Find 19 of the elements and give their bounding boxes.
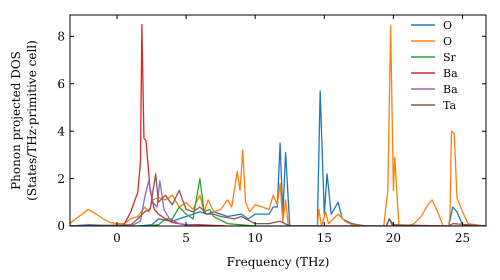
y-tick-label: 4 bbox=[57, 124, 66, 138]
x-tick-label: 15 bbox=[316, 231, 332, 245]
y-tick-label: 0 bbox=[57, 219, 65, 234]
legend-label: Ba bbox=[443, 82, 458, 96]
x-tick-label: 25 bbox=[454, 231, 470, 245]
x-tick-label: 5 bbox=[182, 231, 190, 245]
x-tick-label: 20 bbox=[386, 231, 402, 245]
y-tick-label: 8 bbox=[57, 30, 65, 44]
x-tick-label: 10 bbox=[248, 231, 263, 245]
x-tick-label: 0 bbox=[113, 231, 121, 245]
y-tick-label: 2 bbox=[57, 172, 65, 186]
y-tick-label: 6 bbox=[57, 76, 65, 91]
x-axis-title: Frequency (THz) bbox=[226, 255, 330, 269]
legend-label: O bbox=[443, 18, 452, 32]
legend-label: Ta bbox=[443, 98, 456, 112]
legend-label: Sr bbox=[443, 50, 457, 64]
y-axis-title: Phonon projected DOS (States/THz·primitive cell) bbox=[9, 40, 39, 201]
legend-label: O bbox=[443, 34, 452, 48]
legend-label: Ba bbox=[443, 66, 458, 80]
